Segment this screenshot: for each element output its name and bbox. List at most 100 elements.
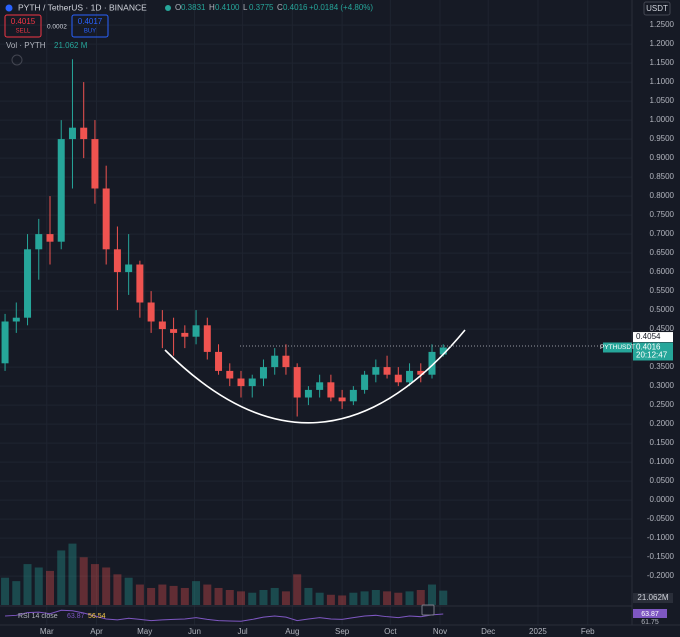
volume-bar bbox=[293, 574, 302, 605]
volume-bar bbox=[326, 594, 335, 605]
y-tick-label: 0.8000 bbox=[650, 191, 675, 200]
volume-bar bbox=[371, 590, 380, 605]
x-tick-label: Jul bbox=[237, 627, 247, 636]
volume-bar bbox=[315, 592, 324, 605]
candle-body bbox=[1, 321, 9, 364]
volume-bar bbox=[203, 584, 212, 605]
collapse-icon[interactable] bbox=[11, 54, 23, 66]
screenshot-icon[interactable] bbox=[421, 604, 435, 616]
volume-value: 21.062 M bbox=[54, 41, 88, 50]
candle-body bbox=[282, 355, 290, 368]
volume-axis-label: 21.062M bbox=[637, 593, 668, 602]
buy-label[interactable]: BUY bbox=[84, 29, 96, 35]
currency[interactable]: USDT bbox=[646, 4, 668, 13]
candle-body bbox=[349, 389, 357, 402]
ohlc-key: H bbox=[209, 3, 215, 12]
volume-bar bbox=[259, 590, 268, 605]
volume-bar bbox=[12, 581, 21, 605]
volume-bar bbox=[349, 592, 358, 605]
volume-bar bbox=[34, 567, 43, 605]
volume-bar bbox=[270, 587, 279, 605]
y-tick-label: 0.1500 bbox=[650, 438, 675, 447]
candle-body bbox=[293, 367, 301, 398]
y-tick-label: 0.4500 bbox=[650, 324, 675, 333]
ohlc-key: O bbox=[175, 3, 181, 12]
candle-body bbox=[417, 370, 425, 375]
x-tick-label: Dec bbox=[481, 627, 495, 636]
volume-layer bbox=[1, 543, 448, 605]
y-tick-label: 0.2500 bbox=[650, 400, 675, 409]
x-tick-label: Nov bbox=[433, 627, 447, 636]
x-tick-label: May bbox=[137, 627, 152, 636]
sell-button[interactable] bbox=[4, 14, 42, 38]
x-tick-label: Aug bbox=[285, 627, 299, 636]
candle-body bbox=[338, 397, 346, 402]
spread: 0.0002 bbox=[47, 24, 67, 31]
ohlc-value: 0.3775 bbox=[249, 3, 274, 12]
candle-body bbox=[91, 139, 99, 189]
y-tick-label: 1.1500 bbox=[650, 58, 675, 67]
rsi-axis-label: 63.87 bbox=[641, 611, 659, 618]
y-tick-label: 0.0000 bbox=[650, 495, 675, 504]
candle-body bbox=[439, 347, 447, 355]
x-tick-label: Feb bbox=[581, 627, 595, 636]
y-tick-label: 0.7000 bbox=[650, 229, 675, 238]
candle-body bbox=[406, 370, 414, 383]
sell-price[interactable]: 0.4015 bbox=[11, 17, 36, 26]
candle-body bbox=[215, 351, 223, 371]
candle-body bbox=[46, 234, 54, 242]
volume-bar bbox=[439, 590, 448, 605]
buy-price[interactable]: 0.4017 bbox=[78, 17, 103, 26]
ohlc-value: 0.3831 bbox=[181, 3, 206, 12]
y-tick-label: 0.8500 bbox=[650, 172, 675, 181]
candle-body bbox=[68, 127, 76, 140]
rsi-ma-value: 56.54 bbox=[88, 613, 106, 620]
y-tick-label: 0.7500 bbox=[650, 210, 675, 219]
rsi-axis-box bbox=[633, 609, 667, 618]
y-tick-label: 0.1000 bbox=[650, 457, 675, 466]
volume-bar bbox=[102, 567, 111, 605]
y-tick-label: -0.2000 bbox=[647, 571, 675, 580]
candle-body bbox=[372, 367, 380, 375]
cup-drawing bbox=[164, 329, 466, 424]
volume-bar bbox=[394, 592, 403, 605]
x-tick-label: 2025 bbox=[529, 627, 547, 636]
y-tick-label: 0.5500 bbox=[650, 286, 675, 295]
candle-body bbox=[316, 382, 324, 390]
y-tick-label: 0.9000 bbox=[650, 153, 675, 162]
rsi-axis-label: 61.75 bbox=[641, 619, 659, 626]
volume-bar bbox=[1, 577, 10, 605]
y-tick-label: 0.2000 bbox=[650, 419, 675, 428]
ohlc-key: C bbox=[277, 3, 283, 12]
candle-body bbox=[383, 367, 391, 375]
candle-body bbox=[226, 370, 234, 379]
overlay: PYTH / TetherUS · 1D · BINANCE 0.4015 SE… bbox=[4, 1, 673, 626]
last-price-box bbox=[633, 342, 673, 361]
candle-body bbox=[248, 378, 256, 387]
change: +0.0184 (+4.80%) bbox=[309, 3, 373, 12]
volume-bar bbox=[237, 591, 246, 605]
level-label: 0.4054 bbox=[636, 332, 661, 341]
y-tick-label: 0.0500 bbox=[650, 476, 675, 485]
rsi-title: RSI 14 close bbox=[18, 613, 58, 620]
volume-bar bbox=[281, 591, 290, 605]
y-tick-label: 0.6500 bbox=[650, 248, 675, 257]
ohlc-key: L bbox=[243, 3, 248, 12]
x-tick-label: Oct bbox=[384, 627, 397, 636]
buy-button[interactable] bbox=[71, 14, 109, 38]
candle-body bbox=[203, 325, 211, 352]
currency-box[interactable] bbox=[643, 1, 671, 16]
volume-bar bbox=[304, 587, 313, 605]
candle-body bbox=[35, 234, 43, 250]
candle-body bbox=[147, 302, 155, 322]
y-tick-label: -0.0500 bbox=[647, 514, 675, 523]
volume-bar bbox=[45, 570, 54, 605]
sell-label[interactable]: SELL bbox=[16, 29, 31, 35]
candle-body bbox=[361, 374, 369, 390]
candle-body bbox=[57, 139, 65, 242]
x-tick-label: Sep bbox=[335, 627, 350, 636]
candle-body bbox=[394, 374, 402, 383]
level-box bbox=[633, 332, 673, 343]
candle-body bbox=[304, 389, 312, 398]
